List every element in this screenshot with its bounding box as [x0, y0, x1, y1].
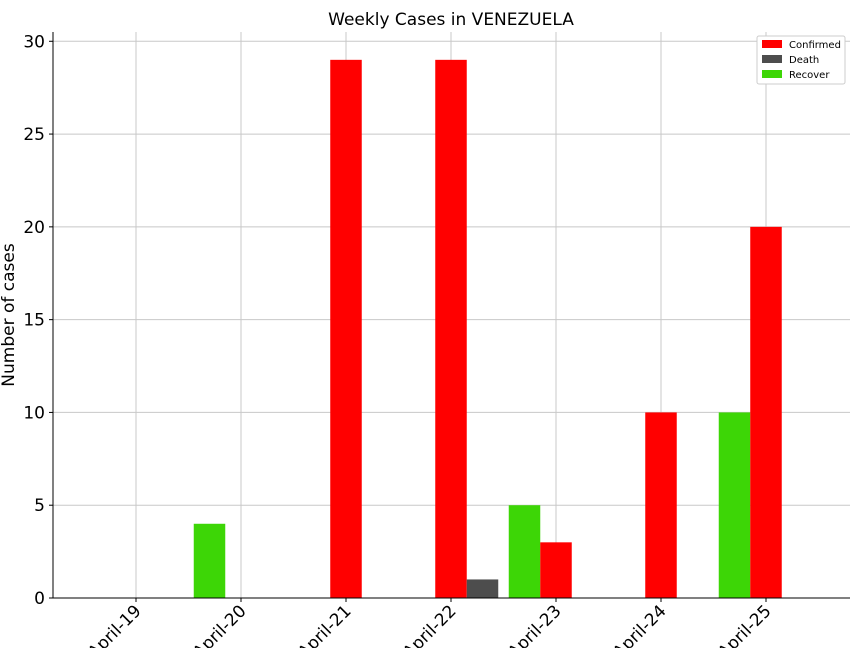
x-tick-labels: April-19 April-20 April-21 April-22 April-23… — [84, 598, 776, 648]
legend-label-death: Death — [789, 55, 819, 66]
legend-label-recover: Recover — [789, 70, 830, 81]
legend-label-confirmed: Confirmed — [789, 40, 841, 51]
y-tick-label-1: 5 — [34, 496, 45, 516]
y-axis-label: Number of cases — [0, 243, 19, 387]
x-tick-label-april-19: April-19 — [84, 601, 145, 648]
bar-recover-april-20 — [193, 523, 226, 598]
x-tick-label-april-22: April-22 — [399, 601, 460, 648]
bar-confirmed-april-21 — [330, 59, 362, 599]
bars — [193, 59, 782, 599]
bar-confirmed-april-22 — [435, 59, 467, 599]
bar-confirmed-april-23 — [540, 542, 572, 598]
bar-recover-april-25 — [718, 412, 751, 598]
bar-recover-april-23 — [508, 505, 541, 598]
chart-title: Weekly Cases in VENEZUELA — [328, 10, 574, 30]
y-tick-label-3: 15 — [23, 311, 45, 331]
y-tick-label-0: 0 — [34, 589, 45, 609]
x-tick-label-april-24: April-24 — [609, 601, 670, 648]
x-tick-label-april-20: April-20 — [189, 601, 250, 648]
x-tick-label-april-23: April-23 — [504, 601, 565, 648]
bar-confirmed-april-24 — [645, 412, 677, 598]
y-tick-label-4: 20 — [23, 218, 45, 238]
bar-death-april-22 — [466, 579, 499, 598]
legend-swatch-confirmed — [762, 40, 782, 48]
legend-swatch-recover — [762, 70, 782, 78]
legend-swatch-death — [762, 55, 782, 63]
x-tick-label-april-25: April-25 — [714, 601, 775, 648]
y-tick-label-6: 30 — [23, 32, 45, 52]
y-tick-label-5: 25 — [23, 125, 45, 145]
legend: Confirmed Death Recover — [756, 35, 846, 85]
y-tick-labels: 0 5 10 15 20 25 30 — [23, 32, 53, 609]
y-tick-label-2: 10 — [23, 403, 45, 423]
bar-confirmed-april-25 — [750, 226, 782, 598]
x-tick-label-april-21: April-21 — [294, 601, 355, 648]
